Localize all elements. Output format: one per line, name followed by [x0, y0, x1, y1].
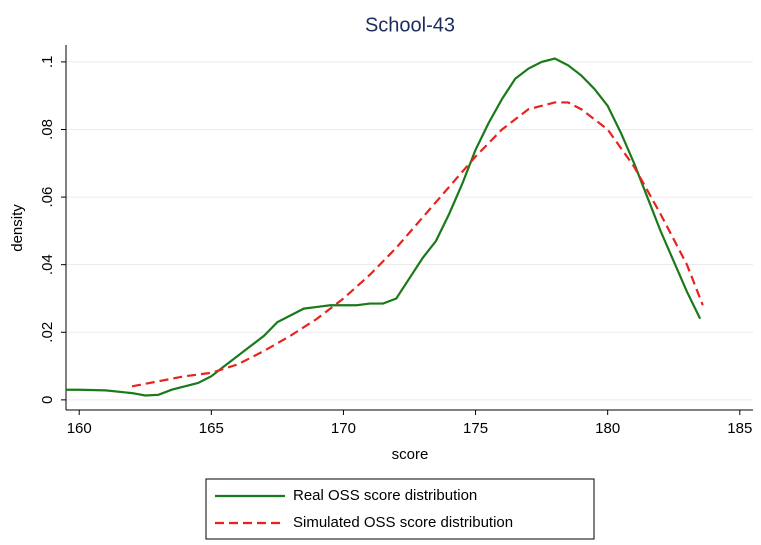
chart-title: School-43	[365, 14, 455, 36]
x-tick-label: 165	[199, 420, 224, 437]
y-tick-label: .02	[39, 322, 56, 343]
x-tick-label: 170	[331, 420, 356, 437]
x-tick-label: 180	[595, 420, 620, 437]
legend-label: Real OSS score distribution	[293, 487, 477, 504]
x-tick-label: 175	[463, 420, 488, 437]
y-tick-label: 0	[39, 396, 56, 404]
x-axis-title: score	[392, 446, 429, 463]
x-tick-label: 185	[727, 420, 752, 437]
series-line	[66, 57, 702, 397]
y-tick-label: .1	[39, 56, 56, 69]
series-line	[131, 101, 704, 388]
legend-label: Simulated OSS score distribution	[293, 514, 513, 531]
y-axis-title: density	[9, 204, 26, 252]
y-tick-label: .08	[39, 119, 56, 140]
legend-box	[205, 478, 595, 540]
y-tick-label: .04	[39, 254, 56, 275]
y-tick-label: .06	[39, 187, 56, 208]
x-tick-label: 160	[67, 420, 92, 437]
